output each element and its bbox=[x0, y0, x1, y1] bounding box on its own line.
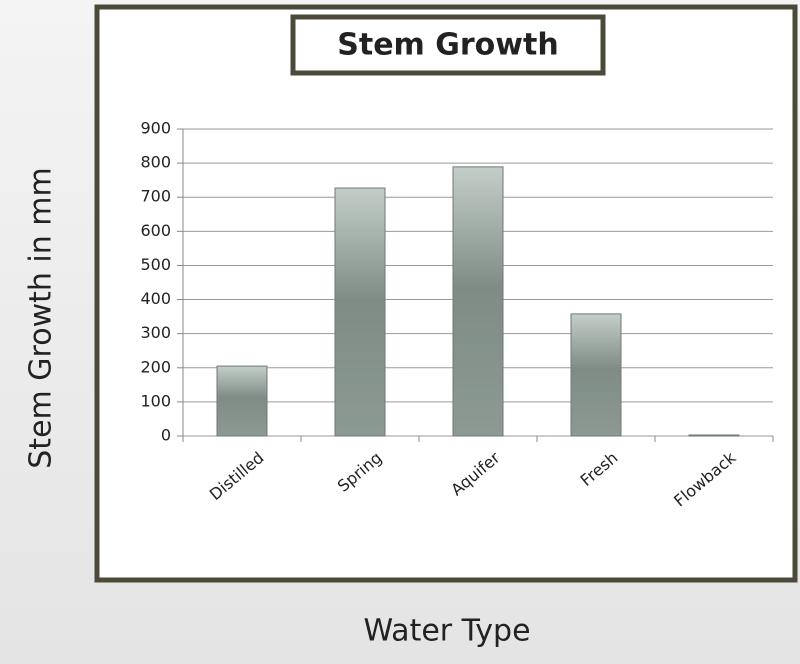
y-tick-label: 500 bbox=[140, 255, 171, 274]
y-tick-label: 100 bbox=[140, 391, 171, 410]
title-box bbox=[290, 14, 606, 76]
y-tick-label: 300 bbox=[140, 323, 171, 342]
y-axis-label: Stem Growth in mm bbox=[24, 167, 59, 468]
y-tick-label: 900 bbox=[140, 119, 171, 138]
bar bbox=[452, 166, 504, 437]
bar bbox=[334, 187, 386, 437]
bar bbox=[688, 434, 740, 437]
chart-frame bbox=[94, 4, 798, 583]
y-tick-label: 600 bbox=[140, 221, 171, 240]
y-tick-label: 700 bbox=[140, 187, 171, 206]
bar bbox=[216, 365, 268, 437]
chart-title: Stem Growth bbox=[337, 28, 558, 63]
y-tick-label: 200 bbox=[140, 357, 171, 376]
y-tick-label: 800 bbox=[140, 153, 171, 172]
y-tick-label: 0 bbox=[161, 426, 171, 445]
x-axis-label: Water Type bbox=[363, 614, 530, 649]
y-tick-label: 400 bbox=[140, 289, 171, 308]
bar bbox=[570, 313, 622, 437]
